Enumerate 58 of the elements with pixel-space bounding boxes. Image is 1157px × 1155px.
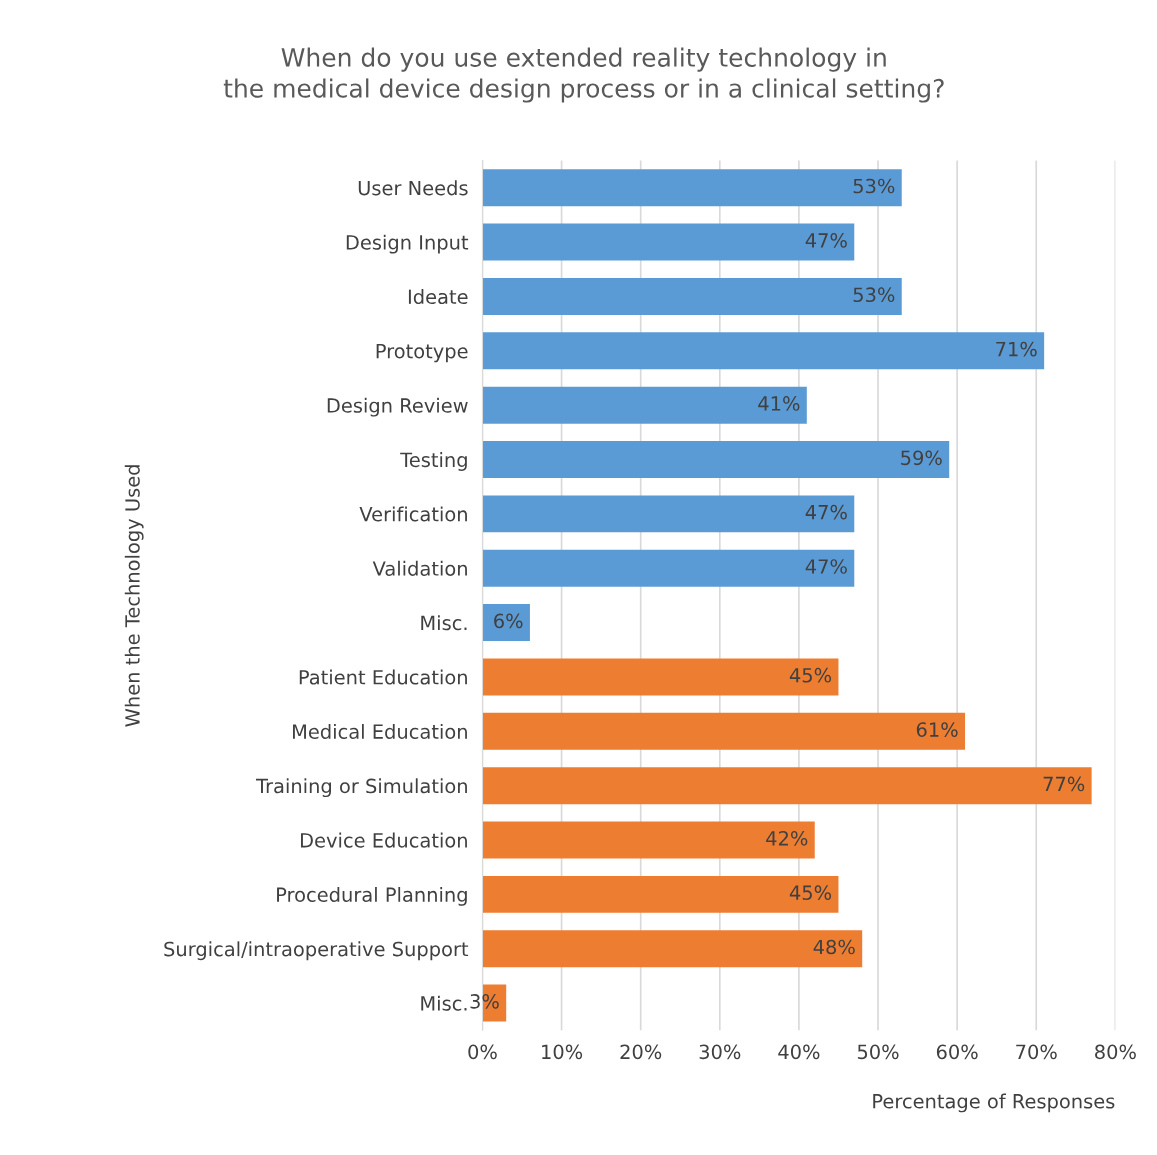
y-tick-label: Patient Education <box>299 669 467 685</box>
bar <box>482 712 966 750</box>
bar <box>482 441 950 478</box>
x-tick-label: 40% <box>778 1044 820 1060</box>
x-tick-label: 20% <box>620 1044 662 1060</box>
bar <box>482 277 902 315</box>
data-label: 53% <box>853 178 895 194</box>
x-tick-label: 30% <box>699 1044 741 1060</box>
bar <box>482 821 815 859</box>
x-tick-label: 80% <box>1095 1044 1136 1060</box>
y-tick-label: Prototype <box>376 344 468 363</box>
x-tick-label: 70% <box>1016 1044 1057 1060</box>
data-label: 45% <box>789 667 832 683</box>
x-tick-label: 10% <box>542 1044 583 1060</box>
data-label: 48% <box>813 939 855 955</box>
y-tick-label: Device Education <box>301 832 467 848</box>
data-label: 41% <box>758 396 800 411</box>
data-label: 61% <box>916 722 958 737</box>
bar <box>482 386 807 424</box>
data-label: 6% <box>494 613 523 629</box>
x-axis-title: Percentage of Responses <box>873 1093 1115 1113</box>
data-label: 47% <box>805 233 847 248</box>
y-tick-label: Testing <box>400 452 467 471</box>
data-label: 42% <box>766 830 808 846</box>
y-tick-label: Design Input <box>346 234 469 254</box>
bar <box>482 875 839 913</box>
bar <box>482 604 530 642</box>
bar <box>482 169 902 207</box>
x-tick-label: 60% <box>936 1044 978 1060</box>
y-tick-label: Verification <box>359 506 467 522</box>
data-label: 59% <box>901 450 942 466</box>
bar <box>482 767 1092 805</box>
bar <box>482 549 855 587</box>
data-label: 47% <box>805 559 847 574</box>
y-tick-label: Misc. <box>421 995 467 1011</box>
data-label: 53% <box>853 287 895 303</box>
y-tick-label: Surgical/intraoperative Support <box>164 941 469 961</box>
bar <box>482 658 839 696</box>
bar <box>482 223 855 261</box>
data-label: 45% <box>789 885 832 901</box>
y-tick-label: Validation <box>372 560 467 576</box>
y-tick-label: Ideate <box>408 289 468 305</box>
y-tick-label: Procedural Planning <box>277 886 467 906</box>
data-label: 47% <box>805 504 847 520</box>
y-tick-label: Misc. <box>421 615 467 631</box>
data-label: 77% <box>1043 776 1085 792</box>
bar <box>482 495 855 533</box>
y-tick-label: Medical Education <box>293 723 467 739</box>
y-axis-title: When the Technology Used <box>124 465 144 727</box>
x-tick-label: 0% <box>468 1044 497 1060</box>
data-label: 71% <box>996 341 1037 357</box>
y-tick-label: Training or Simulation <box>255 778 467 798</box>
bar <box>482 930 863 968</box>
y-tick-label: User Needs <box>358 180 468 196</box>
bar <box>482 332 1045 370</box>
chart-title: When do you use extended reality technology in the medical device design process or in a clinical setting? <box>223 47 944 103</box>
x-tick-label: 50% <box>857 1044 899 1060</box>
y-tick-label: Design Review <box>327 397 468 417</box>
